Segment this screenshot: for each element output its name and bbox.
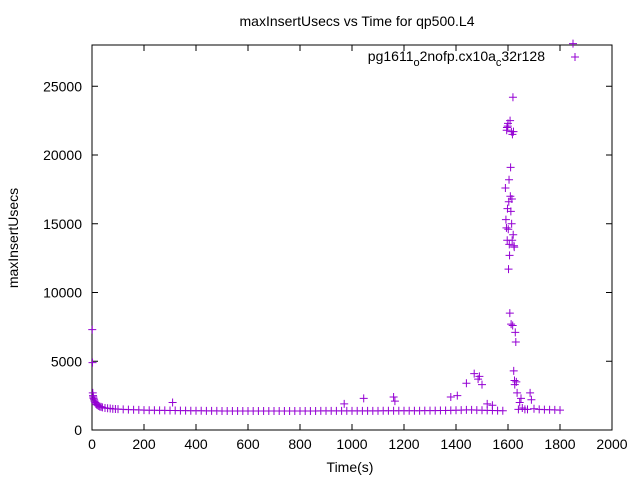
- legend-marker: [571, 53, 579, 61]
- data-point: [509, 127, 518, 136]
- plot-area-border: [91, 44, 613, 431]
- x-tick-label: 1000: [336, 436, 367, 452]
- data-point: [507, 195, 516, 203]
- data-point: [517, 394, 525, 403]
- legend: pg1611o2nofp.cx10ac32r128: [368, 48, 579, 69]
- data-point: [512, 377, 521, 386]
- y-tick-label: 25000: [43, 78, 82, 94]
- data-point: [505, 251, 514, 260]
- chart-title: maxInsertUsecs vs Time for qp500.L4: [240, 13, 475, 29]
- data-point: [505, 240, 514, 249]
- data-point: [389, 393, 398, 401]
- data-point: [509, 230, 518, 239]
- x-tick-label: 800: [288, 436, 312, 452]
- data-point: [507, 320, 516, 329]
- data-point: [509, 366, 518, 375]
- y-tick-label: 15000: [43, 216, 82, 232]
- y-axis-tick-labels: 0 5000 10000 15000 20000 25000: [43, 78, 82, 438]
- x-tick-label: 400: [184, 436, 208, 452]
- legend-part-2: 2nofp.cx10a: [420, 48, 496, 64]
- legend-label: pg1611o2nofp.cx10ac32r128: [368, 48, 545, 69]
- data-point: [340, 399, 349, 408]
- data-point: [462, 379, 471, 388]
- data-point: [501, 184, 510, 192]
- data-point: [88, 325, 97, 334]
- data-point: [506, 207, 515, 216]
- data-point: [93, 401, 102, 410]
- data-point: [498, 406, 507, 415]
- x-tick-label: 1200: [388, 436, 419, 452]
- x-tick-label: 0: [88, 436, 96, 452]
- data-point: [526, 388, 535, 397]
- x-tick-label: 1400: [440, 436, 471, 452]
- data-point: [510, 243, 519, 252]
- y-tick-label: 10000: [43, 285, 82, 301]
- data-point: [511, 338, 520, 346]
- data-point: [168, 398, 177, 407]
- y-tick-label: 0: [74, 422, 82, 438]
- data-point: [390, 397, 399, 406]
- data-point: [359, 394, 368, 403]
- data-point: [502, 223, 511, 232]
- data-point: [508, 93, 517, 102]
- legend-subscript-2: c: [496, 57, 502, 69]
- data-point: [488, 401, 497, 410]
- data-point: [556, 406, 564, 415]
- data-point: [502, 123, 511, 132]
- data-point: [508, 236, 517, 245]
- x-tick-label: 2000: [596, 436, 627, 452]
- x-axis-label: Time(s): [327, 459, 374, 475]
- data-point: [511, 328, 520, 337]
- legend-part-1: pg1611: [368, 48, 414, 64]
- data-point: [483, 399, 492, 408]
- data-point: [478, 380, 486, 389]
- data-point: [504, 265, 513, 274]
- data-point: [515, 398, 524, 407]
- data-point: [505, 309, 514, 318]
- axis-ticks: [91, 45, 613, 431]
- data-points: [88, 39, 577, 416]
- x-tick-label: 1800: [544, 436, 575, 452]
- y-tick-label: 20000: [43, 147, 82, 163]
- data-point: [569, 39, 577, 48]
- data-point: [527, 395, 536, 404]
- data-point: [507, 219, 516, 228]
- data-point: [88, 358, 97, 367]
- data-point: [505, 175, 514, 184]
- data-point: [513, 388, 522, 397]
- data-point: [501, 215, 510, 224]
- data-point: [453, 391, 462, 400]
- legend-marker-plus: [571, 53, 579, 61]
- x-tick-label: 200: [132, 436, 156, 452]
- x-axis-tick-labels: 0 200 400 600 800 1000 1200 1400 1600 1800 2000: [88, 436, 628, 452]
- data-point: [508, 321, 517, 330]
- data-point: [504, 225, 513, 234]
- data-point: [475, 372, 484, 381]
- legend-subscript-1: o: [413, 57, 419, 69]
- data-point: [446, 393, 455, 401]
- legend-part-3: 32r128: [501, 48, 545, 64]
- data-point: [530, 404, 538, 413]
- data-point: [470, 369, 479, 378]
- y-axis-label: maxInsertUsecs: [5, 188, 21, 288]
- data-point: [506, 163, 515, 172]
- y-tick-label: 5000: [51, 353, 82, 369]
- x-tick-label: 600: [236, 436, 260, 452]
- data-point: [506, 116, 515, 125]
- data-point: [523, 405, 532, 414]
- x-tick-label: 1600: [492, 436, 523, 452]
